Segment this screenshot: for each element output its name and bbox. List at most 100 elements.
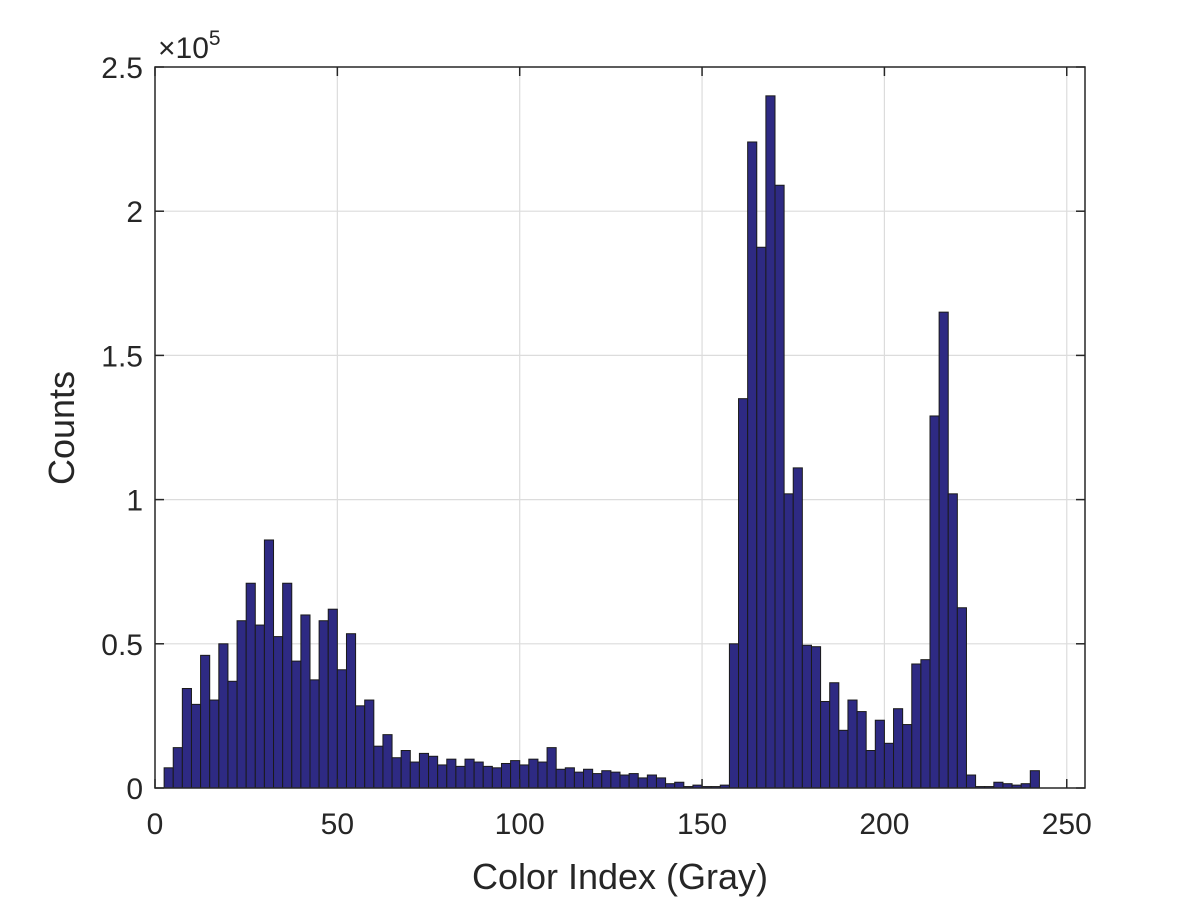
histogram-bar	[327, 608, 338, 789]
histogram-bar	[774, 184, 785, 789]
histogram-bar	[181, 688, 192, 789]
x-tick-label: 0	[147, 808, 164, 841]
histogram-bars	[163, 95, 1040, 789]
histogram-bar	[300, 614, 311, 789]
histogram-bar	[263, 539, 275, 789]
histogram-bar	[655, 777, 667, 789]
x-tick-labels: 0 50 100 150 200 250	[147, 808, 1092, 841]
histogram-bar	[993, 781, 1004, 789]
histogram-bar	[500, 762, 512, 789]
histogram-bar	[610, 771, 621, 789]
y-tick-label: 2.5	[101, 52, 143, 85]
histogram-bar	[728, 643, 740, 789]
histogram-bar	[911, 663, 922, 789]
histogram-bar	[318, 620, 329, 789]
histogram-bar	[245, 582, 256, 789]
histogram-bar	[409, 761, 420, 789]
histogram-bar	[428, 755, 439, 789]
histogram-bar	[874, 719, 885, 789]
histogram-bar	[756, 246, 767, 789]
histogram-bar	[564, 767, 575, 789]
histogram-bar	[883, 742, 895, 789]
y-tick-labels: 0 0.5 1 1.5 2 2.5	[101, 52, 143, 806]
histogram-bar	[856, 711, 867, 789]
histogram-bar	[364, 699, 375, 789]
histogram-bar	[455, 765, 466, 789]
histogram-bar	[373, 745, 384, 789]
histogram-bar	[865, 750, 876, 789]
histogram-bar	[674, 781, 685, 789]
y-tick-label: 1	[126, 485, 143, 518]
histogram-bar	[391, 757, 402, 789]
histogram-bar	[291, 660, 302, 789]
histogram-bar	[929, 415, 940, 789]
histogram-bar	[829, 682, 840, 789]
y-tick-label: 1.5	[101, 340, 143, 373]
histogram-bar	[601, 770, 612, 789]
histogram-bar	[619, 774, 630, 789]
histogram-bar	[747, 141, 758, 789]
histogram-bar	[555, 768, 566, 789]
y-axis-multiplier: ×105	[158, 27, 221, 65]
histogram-bar	[227, 680, 238, 789]
histogram-bar	[519, 764, 530, 789]
histogram-bar	[847, 699, 858, 789]
histogram-bar	[956, 607, 967, 789]
histogram-bar	[947, 493, 958, 789]
histogram-bar	[573, 771, 585, 789]
histogram-bar	[464, 758, 475, 789]
histogram-bar	[528, 758, 539, 789]
y-tick-label: 2	[126, 196, 143, 229]
histogram-bar	[628, 773, 639, 789]
histogram-bar	[838, 729, 849, 789]
histogram-bar	[209, 699, 220, 789]
histogram-bar	[646, 774, 657, 789]
histogram-bar	[893, 708, 904, 789]
histogram-bar	[355, 705, 366, 789]
histogram-bar	[446, 758, 457, 789]
histogram-bar	[437, 764, 448, 789]
x-tick-label: 200	[859, 808, 909, 841]
histogram-bar	[345, 633, 357, 789]
histogram-bar	[418, 752, 430, 789]
histogram-bar	[282, 582, 293, 789]
histogram-bar	[637, 777, 648, 789]
histogram-bar	[546, 747, 557, 789]
histogram-bar	[172, 747, 183, 789]
histogram-bar	[820, 700, 831, 789]
histogram-bar	[309, 679, 320, 789]
axis-ticks	[154, 66, 1085, 789]
histogram-bar	[783, 493, 794, 789]
histogram-bar	[482, 765, 493, 789]
histogram-bar	[273, 636, 284, 789]
histogram-bar	[765, 95, 776, 789]
histogram-bar	[938, 311, 949, 789]
histogram-bar	[583, 768, 594, 789]
histogram-bar	[592, 773, 603, 789]
y-tick-label: 0.5	[101, 629, 143, 662]
x-tick-label: 50	[321, 808, 354, 841]
x-tick-label: 100	[495, 808, 545, 841]
x-tick-label: 150	[677, 808, 727, 841]
histogram-bar	[920, 659, 931, 789]
y-tick-label: 0	[126, 773, 143, 806]
histogram-bar	[537, 761, 548, 789]
x-axis-label: Color Index (Gray)	[472, 856, 768, 897]
histogram-bar	[965, 774, 977, 789]
histogram-bar	[336, 669, 347, 789]
histogram-bar	[236, 620, 247, 789]
histogram-bar	[473, 761, 484, 789]
histogram-bar	[902, 724, 913, 789]
histogram-bar	[491, 767, 502, 789]
histogram-bar	[810, 646, 822, 789]
histogram-bar	[200, 654, 211, 789]
histogram-bar	[382, 734, 393, 789]
histogram-bar	[254, 624, 265, 789]
y-axis-multiplier-exponent: 5	[209, 27, 221, 50]
plot-frame	[154, 66, 1086, 789]
histogram-bar	[218, 643, 229, 789]
y-axis-label: Counts	[41, 371, 82, 485]
histogram-bar	[190, 703, 202, 789]
histogram-bar	[801, 644, 812, 789]
